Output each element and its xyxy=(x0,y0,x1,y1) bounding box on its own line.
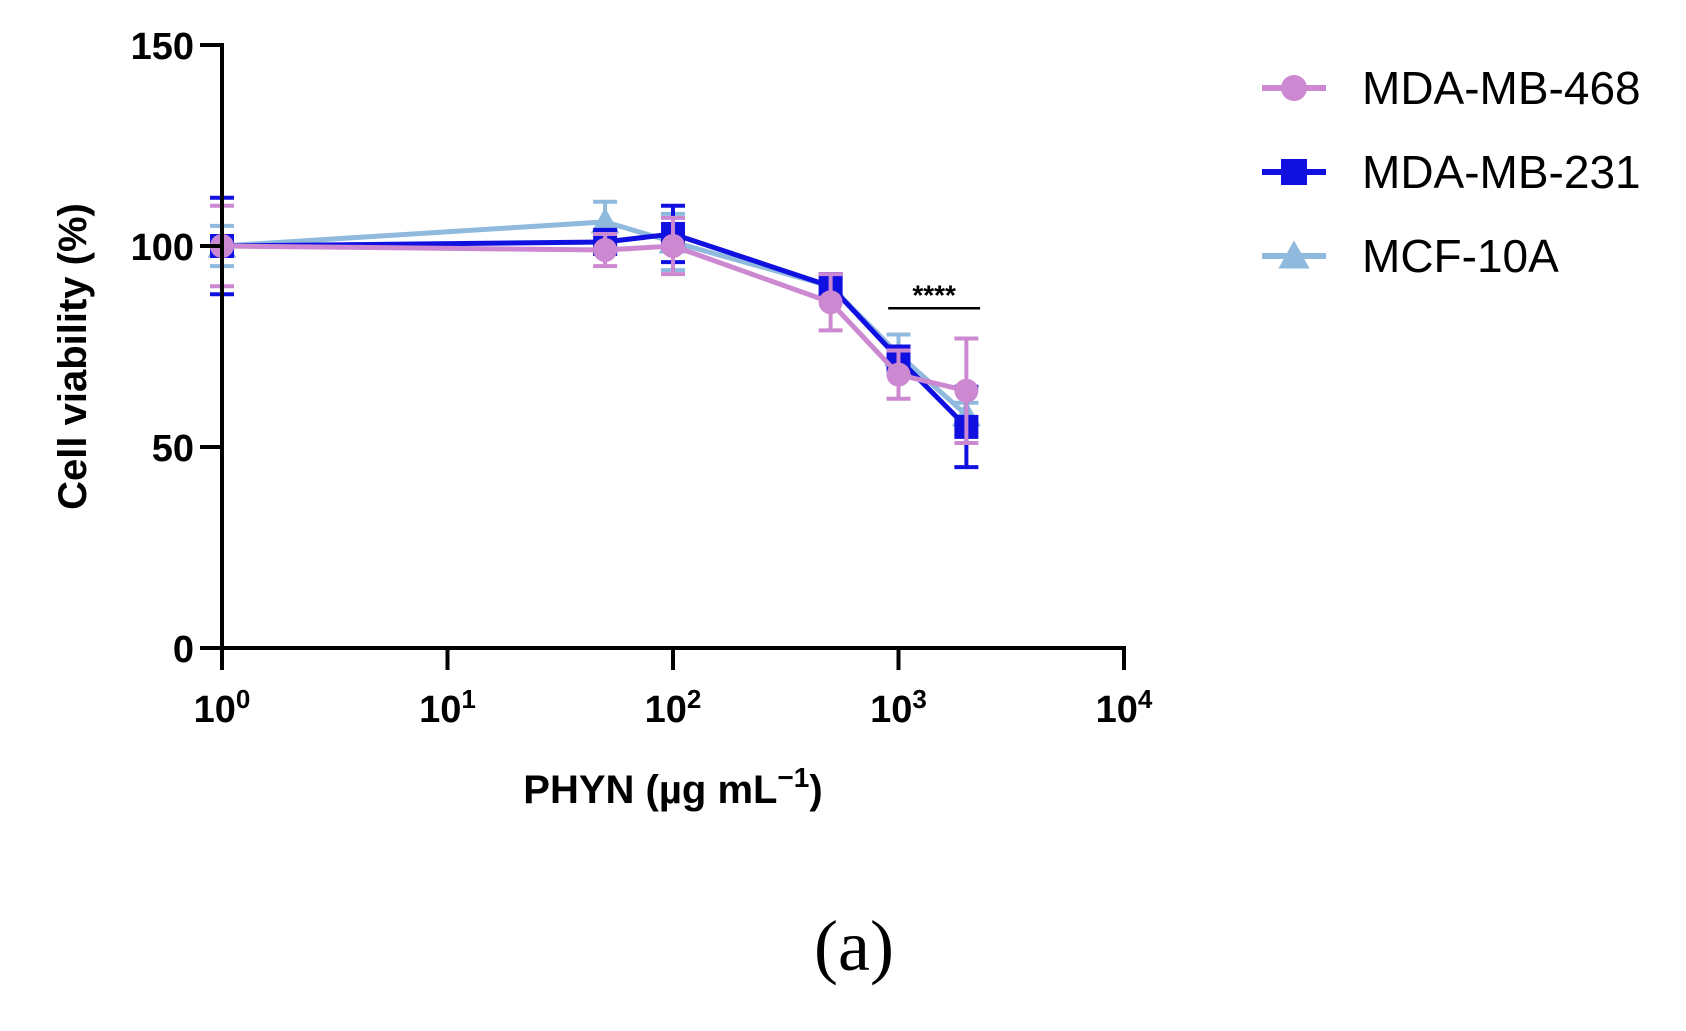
legend: MDA-MB-468 MDA-MB-231 MCF-10A xyxy=(1262,62,1641,282)
data-point xyxy=(593,238,618,263)
data-point xyxy=(886,362,911,387)
x-tick-exponent: 1 xyxy=(461,684,475,714)
y-tick-label: 50 xyxy=(152,428,194,470)
x-tick-base: 10 xyxy=(870,689,912,731)
axes xyxy=(220,43,1126,650)
y-tick-label: 150 xyxy=(131,26,194,68)
x-tick-base: 10 xyxy=(645,689,687,731)
x-tick-label: 100 xyxy=(194,684,251,731)
panel-label: (a) xyxy=(814,906,894,986)
x-tick-base: 10 xyxy=(1096,689,1138,731)
x-tick-label: 104 xyxy=(1096,684,1153,731)
x-axis-title-close: ) xyxy=(809,768,822,812)
x-axis-title-main: PHYN (µg mL xyxy=(523,768,777,812)
x-tick-base: 10 xyxy=(194,689,236,731)
legend-marker xyxy=(1281,159,1307,185)
data-point xyxy=(590,207,620,234)
x-tick-label: 103 xyxy=(870,684,927,731)
legend-item: MDA-MB-231 xyxy=(1262,146,1641,198)
series-mda-mb-468 xyxy=(210,203,979,445)
x-tick-base: 10 xyxy=(419,689,461,731)
plot-series xyxy=(207,195,981,470)
x-axis-title: PHYN (µg mL−1) xyxy=(523,762,822,812)
x-axis-title-sup: −1 xyxy=(777,762,809,793)
y-tick-label: 100 xyxy=(131,227,194,269)
data-point xyxy=(661,234,685,258)
x-tick-exponent: 0 xyxy=(236,684,250,714)
data-point xyxy=(954,378,979,403)
x-ticks: 100 101 102 103 104 xyxy=(194,648,1153,731)
legend-marker xyxy=(1281,75,1307,101)
x-tick-exponent: 3 xyxy=(912,684,926,714)
legend-item: MCF-10A xyxy=(1262,230,1559,282)
legend-label: MDA-MB-231 xyxy=(1362,146,1641,198)
data-point xyxy=(818,290,843,315)
x-tick-exponent: 2 xyxy=(687,684,701,714)
x-tick-label: 101 xyxy=(419,684,476,731)
significance-annotation: **** xyxy=(888,279,981,310)
significance-label: **** xyxy=(912,279,956,310)
legend-item: MDA-MB-468 xyxy=(1262,62,1641,114)
legend-label: MDA-MB-468 xyxy=(1362,62,1641,114)
x-tick-exponent: 4 xyxy=(1138,684,1153,714)
x-tick-label: 102 xyxy=(645,684,702,731)
legend-label: MCF-10A xyxy=(1362,230,1559,282)
y-axis-title: Cell viability (%) xyxy=(51,203,95,510)
legend-marker xyxy=(1278,240,1310,269)
y-tick-label: 0 xyxy=(173,629,194,671)
y-ticks: 0 50 100 150 xyxy=(131,26,222,671)
